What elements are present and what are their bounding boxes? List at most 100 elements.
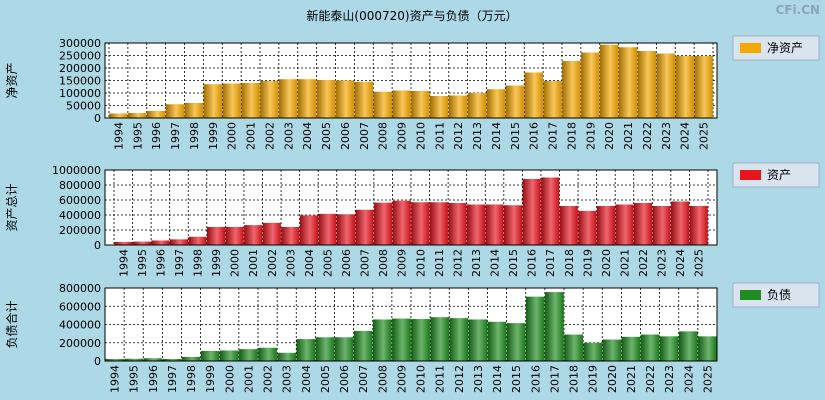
x-tick-label: 2006 [339,122,352,150]
x-tick-label: 2019 [587,365,600,393]
x-tick-label: 2013 [472,365,485,393]
bar-2019 [583,342,603,361]
bar-2003 [279,79,298,118]
x-tick-label: 2020 [603,122,616,150]
x-tick-label: 2021 [625,365,638,393]
bar-2021 [615,204,634,245]
x-tick-label: 2017 [548,365,561,393]
x-tick-label: 1994 [109,365,122,393]
bar-2003 [277,352,297,361]
x-tick-label: 2025 [693,249,706,277]
bar-2006 [335,80,355,118]
bar-2012 [449,318,469,361]
bar-2019 [578,210,597,245]
chart-title: 新能泰山(000720)资产与负债（万元） [306,8,517,23]
legend-label: 负债 [767,288,791,302]
bar-2004 [297,79,317,118]
x-tick-label: 2004 [301,122,314,150]
bar-2005 [316,80,336,118]
y-tick-label: 400000 [59,319,101,332]
bar-2008 [372,319,392,361]
bar-1998 [184,103,204,118]
bar-2017 [545,292,564,361]
x-tick-label: 2007 [357,365,370,393]
x-tick-label: 2000 [223,365,236,393]
x-tick-label: 2018 [568,365,581,393]
x-tick-label: 2007 [358,122,371,150]
y-tick-label: 800000 [59,179,101,192]
bar-2005 [315,337,335,361]
bar-2012 [448,203,467,245]
plot-frame [104,169,718,246]
watermark: CFi.CN [775,3,820,17]
bar-2016 [525,296,545,361]
bar-2022 [637,51,657,118]
x-tick-label: 1999 [204,365,217,393]
bar-1994 [105,358,124,361]
bar-2018 [562,61,581,118]
bar-2006 [334,337,354,361]
x-tick-label: 2018 [565,122,578,150]
x-tick-label: 1996 [147,365,160,393]
x-tick-label: 1998 [185,365,198,393]
bar-1997 [169,239,189,245]
bar-2015 [505,85,525,118]
x-tick-label: 2012 [453,365,466,393]
legend-label: 净资产 [767,41,803,55]
x-tick-label: 2020 [600,249,613,277]
bar-1998 [188,236,207,245]
x-tick-label: 2000 [229,249,242,277]
bar-2012 [448,95,468,118]
x-tick-label: 2015 [509,122,522,150]
x-tick-label: 2004 [300,365,313,393]
bar-2010 [411,202,430,245]
x-tick-label: 1997 [166,365,179,393]
x-tick-label: 2019 [581,249,594,277]
bar-2024 [675,56,694,118]
bar-1999 [206,227,226,245]
x-tick-label: 1995 [131,122,144,150]
x-tick-label: 1999 [210,249,223,277]
x-tick-label: 2022 [641,122,654,150]
x-tick-label: 1994 [117,249,130,277]
x-tick-label: 2015 [507,249,520,277]
y-tick-label: 1000000 [52,164,101,177]
bar-2025 [698,336,717,361]
bar-2009 [392,200,411,245]
bar-1995 [132,241,151,245]
y-tick-label: 200000 [59,224,101,237]
x-tick-label: 2010 [415,365,428,393]
bar-2021 [621,336,641,361]
bar-2024 [671,201,690,245]
x-tick-label: 2014 [491,365,504,393]
bar-2021 [618,47,638,118]
bar-2015 [503,205,523,245]
y-tick-label: 600000 [59,300,101,313]
x-tick-label: 2000 [226,122,239,150]
x-tick-label: 2024 [679,122,692,150]
x-tick-label: 2001 [242,365,255,393]
x-tick-label: 2025 [701,365,714,393]
x-tick-label: 2006 [338,365,351,393]
x-tick-label: 2007 [359,249,372,277]
y-axis-label: 负债合计 [4,300,19,348]
bar-2008 [373,91,392,118]
bar-1999 [200,350,220,361]
plot-frame [104,42,718,119]
x-tick-label: 2013 [471,122,484,150]
x-tick-label: 2018 [563,249,576,277]
bar-2013 [466,204,486,245]
x-tick-label: 2008 [377,249,390,277]
x-tick-label: 2011 [433,122,446,150]
bar-1994 [114,242,133,245]
bar-1996 [151,240,170,245]
y-axis-label: 资产总计 [5,183,19,231]
bar-2000 [219,350,239,361]
bar-2010 [411,319,430,361]
x-tick-label: 2020 [606,365,619,393]
bar-2016 [524,72,543,118]
bar-2003 [281,227,300,245]
x-tick-label: 2008 [376,365,389,393]
x-tick-label: 2009 [396,122,409,150]
bar-2017 [543,81,562,118]
